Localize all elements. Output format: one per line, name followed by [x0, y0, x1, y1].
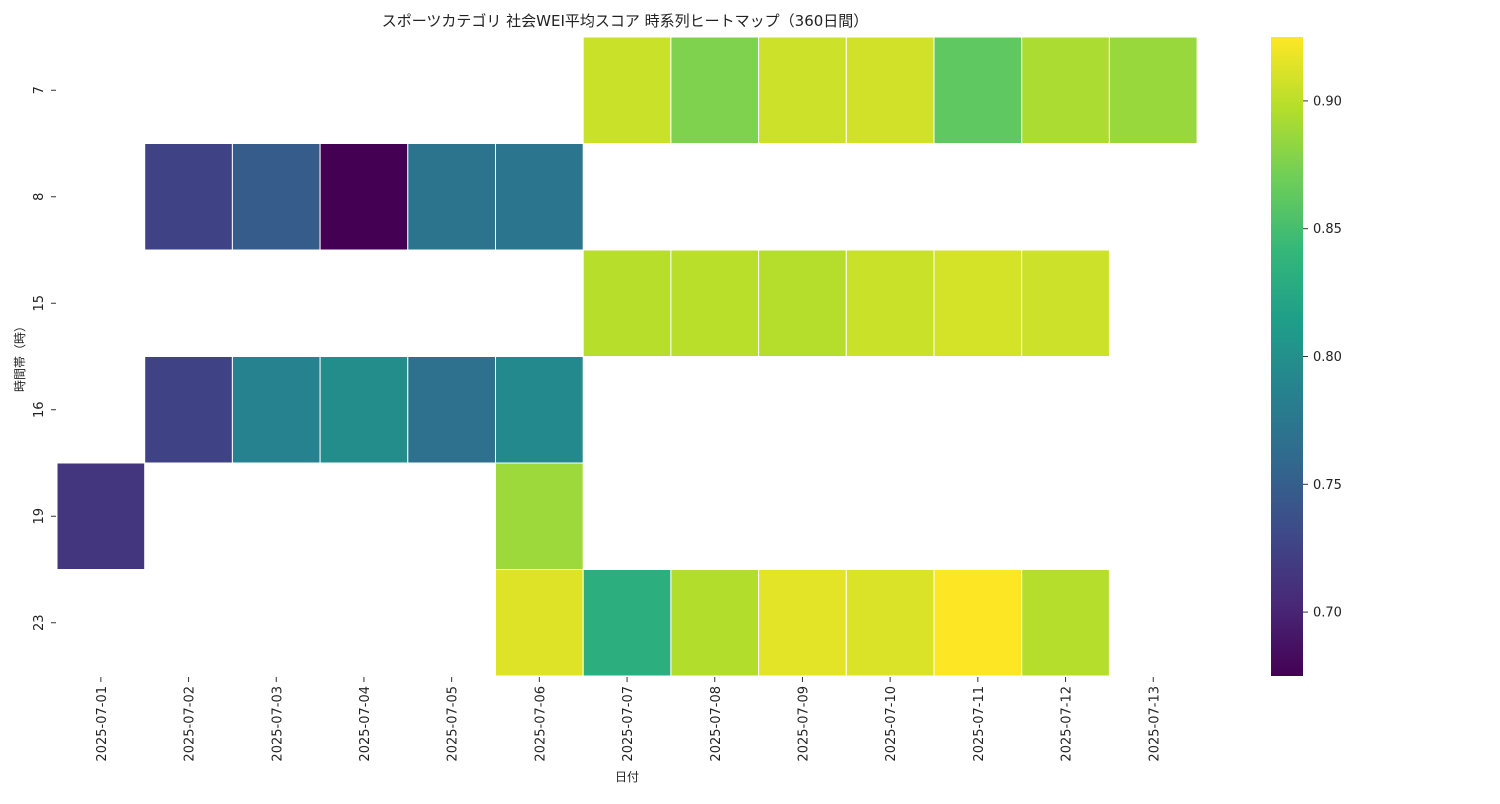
heatmap-cell	[231, 356, 321, 464]
heatmap-cell	[495, 143, 584, 251]
x-tick-label: 2025-07-09	[796, 686, 811, 762]
x-tick-label: 2025-07-02	[183, 686, 198, 762]
heatmap-cell	[582, 36, 672, 144]
x-tick-label: 2025-07-06	[533, 686, 548, 762]
heatmap-cell	[758, 36, 847, 144]
x-tick-label: 2025-07-05	[446, 686, 461, 762]
x-tick-label: 2025-07-04	[358, 686, 373, 762]
y-tick-label: 15	[32, 295, 47, 312]
heatmap-cell	[495, 356, 584, 464]
y-tick-label: 7	[32, 86, 47, 94]
heatmap-cells	[56, 36, 1198, 677]
y-tick-label: 8	[32, 193, 47, 201]
chart-title: スポーツカテゴリ 社会WEI平均スコア 時系列ヒートマップ（360日間）	[382, 12, 869, 30]
y-tick-label: 16	[32, 401, 47, 418]
colorbar-tick-label: 0.90	[1313, 94, 1342, 109]
heatmap-cell	[582, 249, 672, 357]
x-tick-label: 2025-07-07	[621, 686, 636, 762]
y-tick-label: 23	[32, 614, 47, 631]
heatmap-cell	[319, 143, 409, 251]
x-axis-ticks: 2025-07-01 2025-07-02 2025-07-03 2025-07-04…	[95, 677, 1162, 762]
heatmap-cell	[845, 569, 935, 677]
x-axis-label: 日付	[615, 770, 639, 784]
heatmap-cell	[933, 36, 1023, 144]
colorbar-tick-label: 0.80	[1313, 350, 1342, 365]
heatmap-cell	[758, 249, 847, 357]
heatmap-cell	[1021, 36, 1110, 144]
heatmap-cell	[933, 569, 1023, 677]
y-tick-label: 19	[32, 508, 47, 525]
heatmap-cell	[758, 569, 847, 677]
colorbar-tick-label: 0.70	[1313, 606, 1342, 621]
heatmap-cell	[1021, 249, 1110, 357]
x-tick-label: 2025-07-11	[972, 686, 987, 762]
x-tick-label: 2025-07-03	[270, 686, 285, 762]
heatmap-cell	[670, 36, 760, 144]
heatmap-cell	[1108, 36, 1198, 144]
heatmap-cell	[495, 569, 584, 677]
heatmap-cell	[670, 249, 760, 357]
heatmap-cell	[1021, 569, 1110, 677]
x-tick-label: 2025-07-10	[884, 686, 899, 762]
heatmap-cell	[933, 249, 1023, 357]
heatmap-cell	[407, 356, 496, 464]
heatmap-cell	[845, 249, 935, 357]
y-axis-ticks: 7 8 15 16 19 23	[32, 86, 56, 631]
heatmap-cell	[144, 356, 233, 464]
heatmap-cell	[319, 356, 409, 464]
colorbar	[1271, 37, 1303, 676]
x-tick-label: 2025-07-08	[709, 686, 724, 762]
heatmap-cell	[582, 569, 672, 677]
heatmap-cell	[845, 36, 935, 144]
colorbar-ticks: 0.70 0.75 0.80 0.85 0.90	[1303, 94, 1342, 621]
heatmap-cell	[56, 462, 146, 570]
colorbar-tick-label: 0.85	[1313, 222, 1342, 237]
colorbar-tick-label: 0.75	[1313, 478, 1342, 493]
heatmap-cell	[670, 569, 760, 677]
heatmap-cell	[407, 143, 496, 251]
heatmap-cell	[495, 462, 584, 570]
x-tick-label: 2025-07-13	[1147, 686, 1162, 762]
y-axis-label: 時間帯（時）	[13, 320, 27, 392]
x-tick-label: 2025-07-01	[95, 686, 110, 762]
heatmap-cell	[144, 143, 233, 251]
heatmap-cell	[231, 143, 321, 251]
x-tick-label: 2025-07-12	[1060, 686, 1075, 762]
